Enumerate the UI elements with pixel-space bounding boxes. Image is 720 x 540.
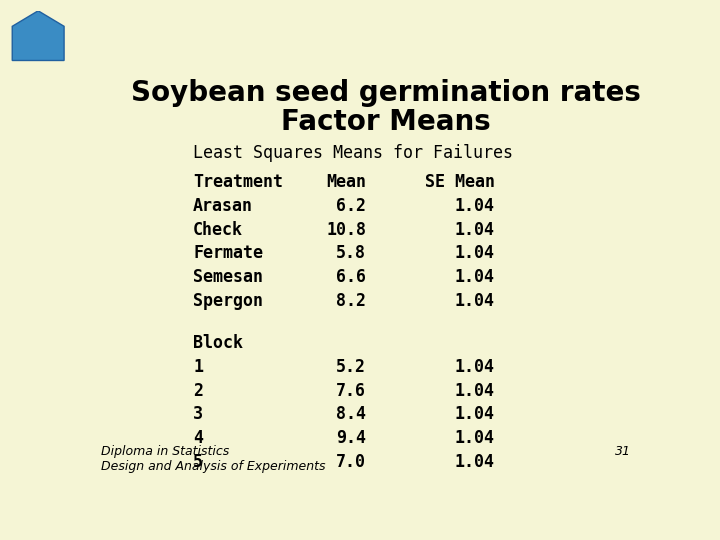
- Text: 1.04: 1.04: [454, 292, 495, 310]
- Text: 1.04: 1.04: [454, 453, 495, 471]
- Text: 1.04: 1.04: [454, 358, 495, 376]
- Polygon shape: [12, 11, 64, 60]
- Text: Diploma in Statistics: Diploma in Statistics: [101, 445, 230, 458]
- Text: SE Mean: SE Mean: [425, 173, 495, 191]
- Text: 3: 3: [193, 406, 203, 423]
- Text: Check: Check: [193, 221, 243, 239]
- Text: 2: 2: [193, 382, 203, 400]
- Text: 8.2: 8.2: [336, 292, 366, 310]
- Text: Soybean seed germination rates: Soybean seed germination rates: [131, 79, 641, 107]
- Text: 7.6: 7.6: [336, 382, 366, 400]
- Text: 1.04: 1.04: [454, 268, 495, 286]
- Text: 1.04: 1.04: [454, 197, 495, 215]
- Text: Block: Block: [193, 334, 243, 352]
- Text: 10.8: 10.8: [326, 221, 366, 239]
- Text: 8.4: 8.4: [336, 406, 366, 423]
- Text: 1: 1: [193, 358, 203, 376]
- Text: Fermate: Fermate: [193, 245, 264, 262]
- Text: 6.2: 6.2: [336, 197, 366, 215]
- Text: 1.04: 1.04: [454, 382, 495, 400]
- Text: Treatment: Treatment: [193, 173, 283, 191]
- Text: Mean: Mean: [326, 173, 366, 191]
- Text: 31: 31: [616, 445, 631, 458]
- Text: 1.04: 1.04: [454, 221, 495, 239]
- Text: Spergon: Spergon: [193, 292, 264, 310]
- Text: 1.04: 1.04: [454, 245, 495, 262]
- Text: Least Squares Means for Failures: Least Squares Means for Failures: [193, 144, 513, 162]
- Text: 5.2: 5.2: [336, 358, 366, 376]
- Text: 7.0: 7.0: [336, 453, 366, 471]
- Text: Arasan: Arasan: [193, 197, 253, 215]
- Text: Semesan: Semesan: [193, 268, 264, 286]
- Text: 5: 5: [193, 453, 203, 471]
- Text: 6.6: 6.6: [336, 268, 366, 286]
- Text: Factor Means: Factor Means: [281, 109, 490, 137]
- Text: 1.04: 1.04: [454, 429, 495, 447]
- Text: 4: 4: [193, 429, 203, 447]
- Text: 5.8: 5.8: [336, 245, 366, 262]
- Text: Design and Analysis of Experiments: Design and Analysis of Experiments: [101, 460, 325, 473]
- Text: 1.04: 1.04: [454, 406, 495, 423]
- Text: 9.4: 9.4: [336, 429, 366, 447]
